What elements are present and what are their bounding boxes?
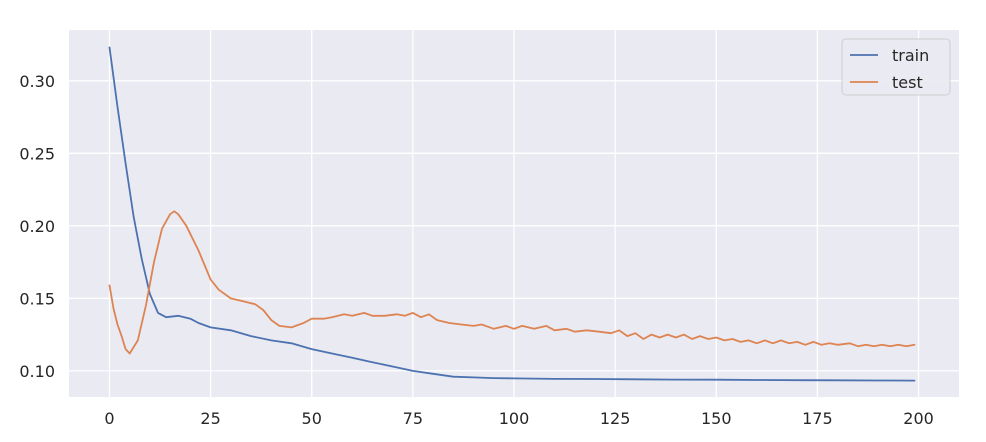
legend-box <box>841 38 951 96</box>
series-layer <box>108 46 916 382</box>
legend: train test <box>841 38 951 96</box>
x-tick-label: 25 <box>200 409 220 428</box>
legend-label-train: train <box>892 46 929 65</box>
y-tick-label: 0.30 <box>19 72 55 91</box>
y-tick-label: 0.10 <box>19 362 55 381</box>
x-tick-label: 200 <box>903 409 934 428</box>
legend-label-test: test <box>892 73 923 92</box>
series-line-test <box>108 210 916 355</box>
y-axis-ticks: 0.10 0.15 0.20 0.25 0.30 <box>19 72 55 381</box>
y-tick-label: 0.15 <box>19 289 55 308</box>
y-tick-label: 0.25 <box>19 144 55 163</box>
x-tick-label: 150 <box>701 409 732 428</box>
x-tick-label: 75 <box>403 409 423 428</box>
x-tick-label: 100 <box>499 409 530 428</box>
x-tick-label: 125 <box>600 409 631 428</box>
y-tick-label: 0.20 <box>19 217 55 236</box>
x-tick-label: 175 <box>802 409 833 428</box>
x-tick-label: 50 <box>302 409 322 428</box>
x-axis-ticks: 0 25 50 75 100 125 150 175 200 <box>104 409 933 428</box>
series-line-train <box>108 46 916 382</box>
x-tick-label: 0 <box>104 409 114 428</box>
